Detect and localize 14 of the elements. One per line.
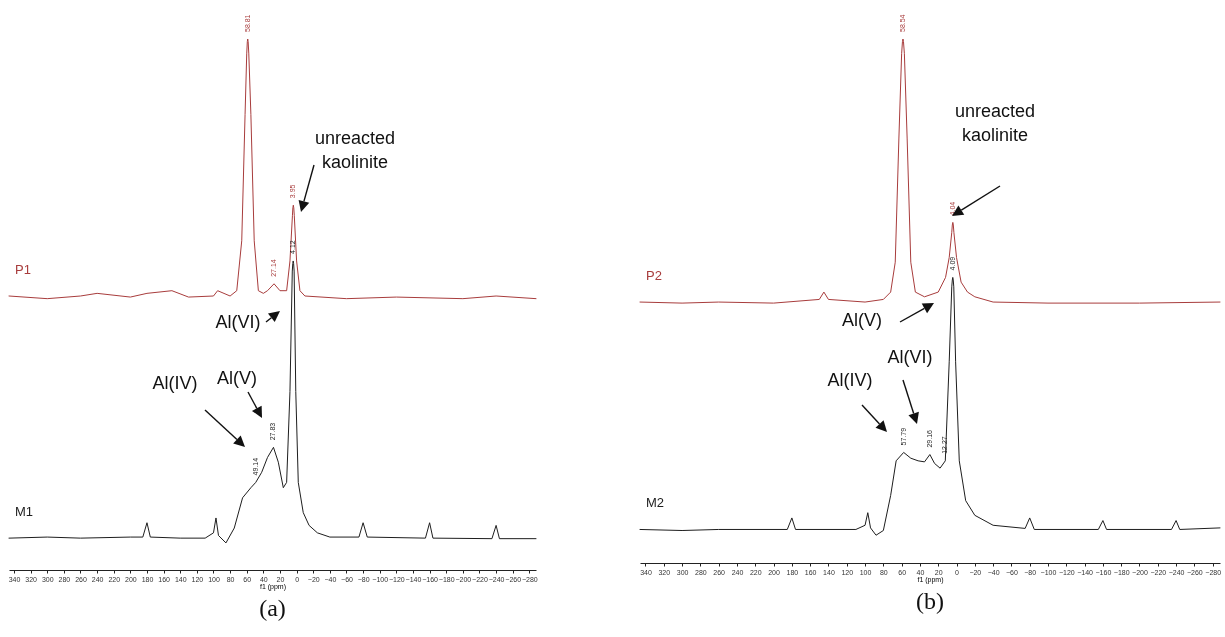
annotation: Al(IV) [152,373,198,393]
annotation: Al(VI) [215,312,261,332]
annotation: unreacted kaolinite [954,101,1036,145]
series-label: P1 [15,262,31,277]
text: (a) [259,595,286,621]
annotation: Al(IV) [827,370,873,390]
annotation: unreacted kaolinite [314,128,396,172]
annotation: Al(VI) [887,347,933,367]
series-label: P2 [646,268,662,284]
annotation: Al(V) [842,310,882,330]
series-label: M1 [15,504,34,520]
text: (b) [916,588,944,614]
series-label: M2 [646,495,665,511]
annotation: Al(V) [217,368,257,388]
